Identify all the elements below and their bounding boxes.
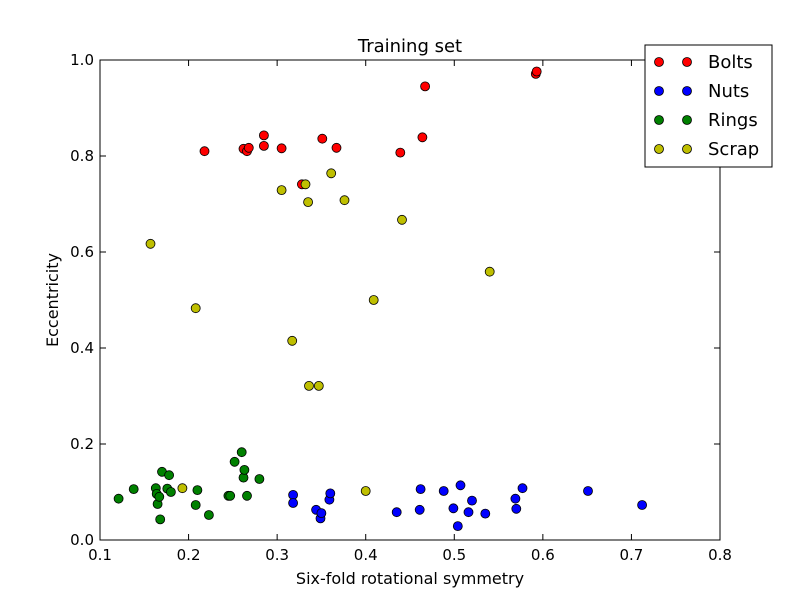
data-point-scrap-1	[177, 483, 188, 494]
data-point-scrap-8	[313, 380, 324, 391]
y-tick-label-0: 0.0	[70, 531, 94, 549]
legend-label-rings: Rings	[708, 110, 758, 131]
data-point-bolts-9	[331, 142, 342, 153]
legend-marker-rings-a	[654, 115, 664, 125]
data-point-rings-12	[192, 485, 203, 496]
data-point-nuts-12	[452, 521, 463, 531]
data-point-rings-15	[225, 490, 236, 501]
data-point-scrap-14	[484, 266, 495, 277]
data-point-rings-20	[242, 490, 252, 501]
y-tick-label-3: 0.6	[70, 243, 94, 261]
data-point-rings-1	[128, 484, 139, 495]
data-point-rings-6	[155, 514, 166, 525]
legend-label-nuts: Nuts	[708, 81, 749, 102]
data-point-nuts-4	[316, 508, 327, 518]
data-point-nuts-8	[414, 504, 425, 515]
data-point-scrap-0	[145, 238, 156, 249]
y-tick-label-2: 0.4	[70, 339, 94, 357]
data-point-scrap-7	[304, 380, 314, 391]
data-point-nuts-18	[511, 503, 522, 514]
data-point-bolts-0	[199, 146, 210, 157]
x-tick-label-1: 0.2	[177, 546, 201, 564]
data-point-nuts-11	[448, 503, 459, 514]
data-point-scrap-10	[339, 195, 350, 206]
data-point-rings-11	[190, 500, 201, 510]
data-point-nuts-19	[517, 483, 528, 494]
data-point-scrap-6	[303, 197, 314, 208]
data-point-nuts-9	[415, 484, 426, 495]
x-tick-label-6: 0.7	[619, 546, 643, 564]
data-point-scrap-9	[326, 168, 337, 179]
x-tick-label-2: 0.3	[265, 546, 289, 564]
data-point-rings-13	[203, 510, 214, 520]
data-point-nuts-0	[288, 489, 299, 500]
data-point-bolts-8	[317, 133, 328, 144]
legend-label-bolts: Bolts	[708, 52, 753, 73]
data-point-nuts-17	[510, 493, 521, 504]
legend-marker-rings-b	[682, 115, 692, 125]
x-tick-label-5: 0.6	[531, 546, 555, 564]
legend-marker-nuts-a	[654, 86, 664, 96]
legend-marker-scrap-a	[654, 144, 664, 154]
data-point-bolts-10	[395, 147, 406, 158]
x-tick-label-3: 0.4	[354, 546, 378, 564]
legend-marker-bolts-a	[654, 57, 664, 67]
legend-marker-nuts-b	[682, 86, 692, 96]
y-tick-label-1: 0.2	[70, 435, 94, 453]
data-point-nuts-14	[463, 507, 474, 518]
y-tick-label-5: 1.0	[70, 51, 94, 69]
x-tick-label-4: 0.5	[442, 546, 466, 564]
data-point-scrap-5	[300, 179, 311, 190]
data-point-rings-21	[254, 474, 265, 484]
data-point-rings-10	[165, 487, 176, 497]
data-point-nuts-6	[325, 488, 336, 499]
data-point-bolts-12	[420, 81, 431, 92]
data-point-nuts-21	[637, 500, 647, 510]
legend-marker-bolts-b	[682, 57, 692, 67]
data-point-bolts-5	[258, 140, 269, 151]
data-point-scrap-12	[368, 295, 379, 305]
data-point-bolts-6	[276, 143, 287, 154]
data-point-nuts-16	[480, 508, 491, 519]
legend-marker-scrap-b	[682, 144, 692, 154]
plot-frame	[99, 59, 721, 541]
data-point-bolts-4	[258, 130, 269, 141]
data-point-bolts-3	[243, 142, 254, 153]
data-point-nuts-13	[455, 480, 466, 491]
legend-box	[644, 44, 773, 168]
data-point-scrap-13	[397, 214, 407, 225]
data-point-nuts-20	[583, 486, 593, 496]
data-point-scrap-11	[360, 486, 371, 496]
data-point-scrap-4	[287, 335, 298, 346]
x-tick-label-0: 0.1	[88, 546, 112, 564]
y-axis-title: Eccentricity	[43, 253, 62, 347]
data-point-rings-19	[239, 464, 250, 475]
y-tick-label-4: 0.8	[70, 147, 94, 165]
data-point-bolts-11	[417, 132, 428, 143]
x-tick-label-7: 0.8	[708, 546, 732, 564]
data-point-rings-9	[164, 470, 175, 481]
x-axis-title: Six-fold rotational symmetry	[296, 569, 524, 588]
data-point-bolts-14	[531, 66, 542, 77]
points-layer	[113, 66, 647, 531]
data-point-nuts-1	[288, 498, 299, 508]
data-point-rings-17	[236, 447, 247, 458]
data-point-nuts-7	[391, 507, 402, 518]
data-point-scrap-2	[190, 303, 201, 314]
legend: Bolts Nuts Rings Scrap	[644, 44, 773, 168]
data-point-nuts-10	[438, 486, 449, 496]
data-point-rings-5	[154, 491, 165, 502]
data-point-rings-0	[113, 493, 124, 504]
chart-title: Training set	[357, 36, 462, 57]
data-point-rings-16	[229, 456, 240, 467]
data-point-nuts-15	[467, 495, 477, 506]
legend-label-scrap: Scrap	[708, 139, 759, 160]
data-point-scrap-3	[276, 185, 287, 196]
